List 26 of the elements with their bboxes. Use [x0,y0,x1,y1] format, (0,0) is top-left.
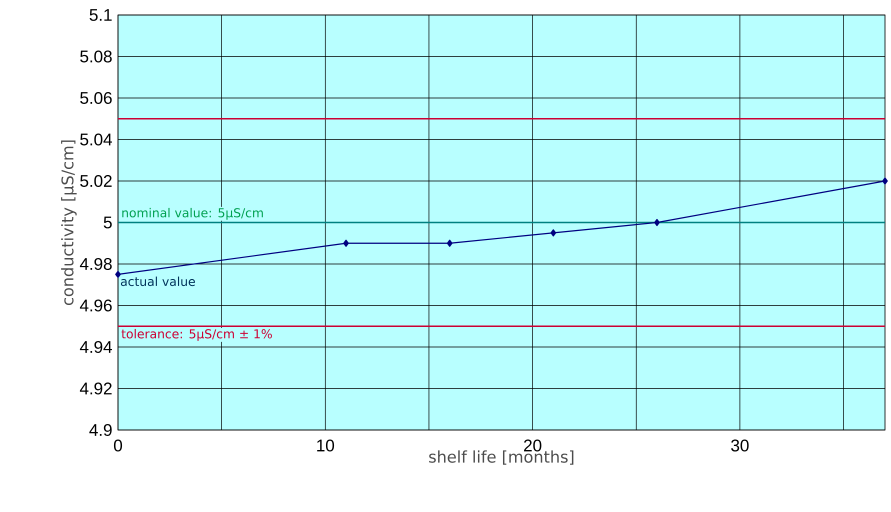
y-tick-label: 4.94 [80,341,112,353]
ref-line-label: tolerance: 5µS/cm ± 1% [122,328,272,341]
y-tick-label: 4.98 [80,258,112,270]
y-tick-label: 5.06 [80,92,112,104]
ref-line-label: nominal value: 5µS/cm [122,208,263,220]
y-tick-label: 5 [104,216,112,228]
point [882,177,888,185]
y-tick-label: 4.9 [89,424,112,436]
point [115,270,121,278]
series-label: actual value [120,276,195,286]
point [654,218,660,226]
x-tick-label: 30 [731,439,749,452]
y-tick-label: 5.1 [90,9,112,21]
y-axis-title: conductivity [µS/cm] [61,140,77,306]
x-tick-label: 10 [317,439,334,452]
x-axis-title: shelf life [months] [429,450,574,465]
y-tick-label: 4.96 [80,300,112,312]
y-tick-label: 4.92 [80,382,112,394]
y-tick-label: 5.02 [80,175,112,187]
x-tick-label: 0 [114,439,122,452]
x-tick-label: 20 [524,439,542,452]
point [446,240,453,247]
point [343,240,349,247]
y-tick-label: 5.04 [80,134,112,146]
point [550,229,556,236]
y-tick-label: 5.08 [80,50,112,62]
